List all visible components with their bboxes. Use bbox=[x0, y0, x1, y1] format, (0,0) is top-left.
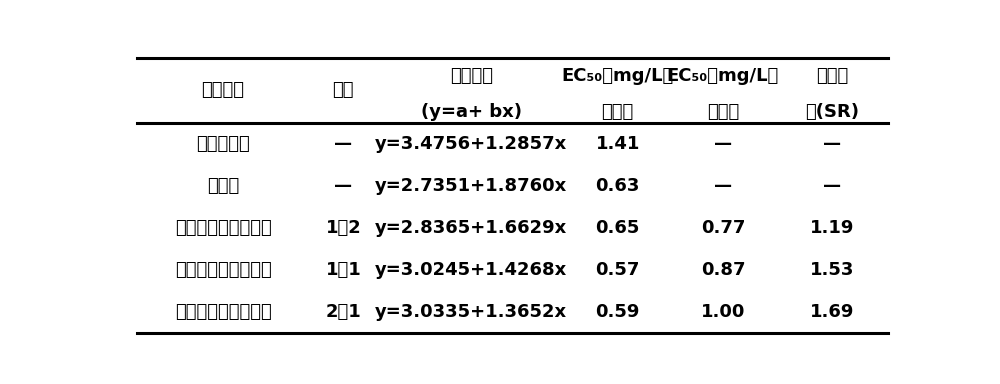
Text: y=2.7351+1.8760x: y=2.7351+1.8760x bbox=[375, 177, 567, 195]
Text: —: — bbox=[714, 177, 732, 195]
Text: 1.69: 1.69 bbox=[810, 303, 854, 321]
Text: —: — bbox=[823, 134, 841, 152]
Text: 供试药剂: 供试药剂 bbox=[202, 81, 245, 99]
Text: 吗唑醜菌酩：氟菌唑: 吗唑醜菌酩：氟菌唑 bbox=[175, 261, 271, 279]
Text: 0.57: 0.57 bbox=[596, 261, 640, 279]
Text: (y=a+ bx): (y=a+ bx) bbox=[421, 103, 522, 121]
Text: 2：1: 2：1 bbox=[325, 303, 361, 321]
Text: 理论值: 理论值 bbox=[707, 103, 739, 121]
Text: 0.87: 0.87 bbox=[701, 261, 745, 279]
Text: 吗唑醜菌酩：氟菌唑: 吗唑醜菌酩：氟菌唑 bbox=[175, 219, 271, 237]
Text: y=2.8365+1.6629x: y=2.8365+1.6629x bbox=[375, 219, 567, 237]
Text: 增效比: 增效比 bbox=[816, 67, 848, 85]
Text: 0.77: 0.77 bbox=[701, 219, 745, 237]
Text: EC₅₀（mg/L）: EC₅₀（mg/L） bbox=[562, 67, 674, 85]
Text: 1.00: 1.00 bbox=[701, 303, 745, 321]
Text: —: — bbox=[823, 177, 841, 195]
Text: 观察值: 观察值 bbox=[602, 103, 634, 121]
Text: EC₅₀（mg/L）: EC₅₀（mg/L） bbox=[667, 67, 779, 85]
Text: y=3.4756+1.2857x: y=3.4756+1.2857x bbox=[375, 134, 567, 152]
Text: 回归方程: 回归方程 bbox=[450, 67, 493, 85]
Text: 0.63: 0.63 bbox=[596, 177, 640, 195]
Text: —: — bbox=[714, 134, 732, 152]
Text: 1.41: 1.41 bbox=[596, 134, 640, 152]
Text: 1.53: 1.53 bbox=[810, 261, 854, 279]
Text: 配比: 配比 bbox=[333, 81, 354, 99]
Text: y=3.0335+1.3652x: y=3.0335+1.3652x bbox=[375, 303, 567, 321]
Text: 1：1: 1：1 bbox=[325, 261, 361, 279]
Text: 0.59: 0.59 bbox=[596, 303, 640, 321]
Text: y=3.0245+1.4268x: y=3.0245+1.4268x bbox=[375, 261, 567, 279]
Text: 値(SR): 値(SR) bbox=[805, 103, 859, 121]
Text: 1.19: 1.19 bbox=[810, 219, 854, 237]
Text: —: — bbox=[334, 134, 352, 152]
Text: 氟环唑: 氟环唑 bbox=[207, 177, 239, 195]
Text: —: — bbox=[334, 177, 352, 195]
Text: 0.65: 0.65 bbox=[596, 219, 640, 237]
Text: 吗唑醜菌酩: 吗唑醜菌酩 bbox=[196, 134, 250, 152]
Text: 吗唑醜菌酩：氟菌唑: 吗唑醜菌酩：氟菌唑 bbox=[175, 303, 271, 321]
Text: 1：2: 1：2 bbox=[325, 219, 361, 237]
